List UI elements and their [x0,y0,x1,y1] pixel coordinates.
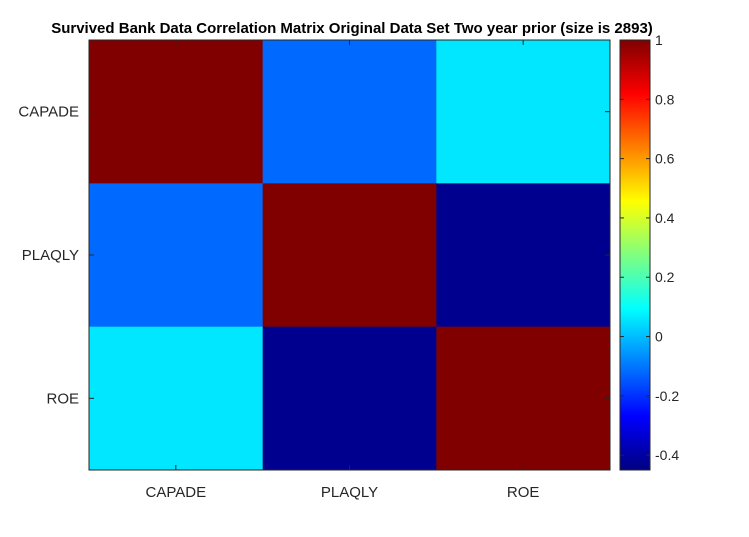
colorbar-tick-label: 1 [655,32,663,48]
colorbar-gradient [620,40,650,470]
colorbar-tick-label: 0 [655,329,663,345]
heatmap-cell [262,183,437,328]
x-tick-label: CAPADE [146,484,207,501]
heatmap-cells [89,40,611,471]
heatmap-cell [436,326,611,471]
heatmap-cell [89,326,264,471]
heatmap-cell [262,40,437,184]
colorbar-tick-label: 0.8 [655,91,675,107]
colorbar-tick-label: 0.2 [655,269,675,285]
colorbar-tick-label: 0.4 [655,210,675,226]
colorbar-tick-label: 0.6 [655,151,675,167]
y-tick-label: PLAQLY [22,247,79,264]
y-tick-label: CAPADE [18,104,79,121]
heatmap-cell [436,40,611,184]
colorbar-tick-label: -0.2 [655,388,679,404]
colorbar-frame [619,39,651,471]
heatmap-cell [262,326,437,471]
y-axis-ticks: CAPADE PLAQLY ROE [18,104,610,407]
heatmap-cell [89,40,264,184]
x-tick-label: ROE [507,484,540,501]
colorbar: 1 0.8 0.6 0.4 0.2 0 -0.2 -0.4 [619,32,679,471]
heatmap-cell [436,183,611,328]
x-axis-ticks: CAPADE PLAQLY ROE [146,40,540,501]
x-tick-label: PLAQLY [321,484,378,501]
colorbar-tick-label: -0.4 [655,447,679,463]
heatmap-cell [89,183,264,328]
chart-title: Survived Bank Data Correlation Matrix Or… [51,20,653,37]
y-tick-label: ROE [46,390,79,407]
